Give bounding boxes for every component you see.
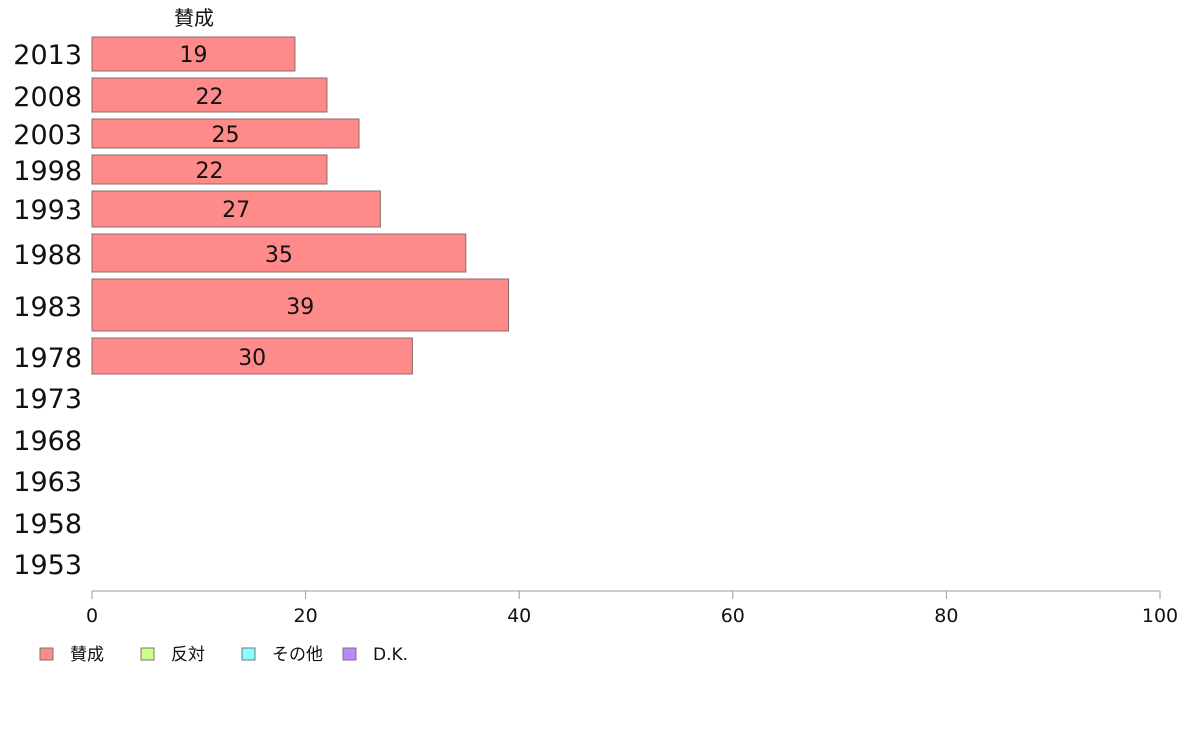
category-label: 1978 (13, 343, 82, 374)
x-tick-label: 20 (294, 605, 318, 627)
bar-segment (91, 77, 328, 113)
bar-segment (91, 278, 510, 332)
legend-swatch (140, 647, 155, 661)
category-label: 1963 (13, 467, 82, 498)
bar-segment (91, 190, 381, 228)
legend-label: D.K. (373, 645, 408, 665)
series-header: 賛成 (174, 6, 214, 30)
x-tick-label: 0 (86, 605, 98, 627)
category-label: 2003 (13, 120, 82, 151)
category-label: 1973 (13, 384, 82, 415)
x-tick-label: 100 (1142, 605, 1178, 627)
x-tick-label: 80 (934, 605, 958, 627)
legend-swatch (39, 647, 54, 661)
legend-label: その他 (272, 645, 323, 665)
category-label: 1988 (13, 240, 82, 271)
legend-swatch (241, 647, 256, 661)
bar-segment (91, 337, 413, 375)
category-label: 1968 (13, 426, 82, 457)
bar-segment (91, 118, 360, 149)
data-label: 30 (238, 346, 266, 371)
legend-label: 賛成 (70, 645, 104, 665)
data-label: 19 (179, 43, 207, 68)
data-label: 39 (286, 295, 314, 320)
category-label: 1998 (13, 156, 82, 187)
data-label: 22 (195, 159, 223, 184)
bar-segment (91, 36, 296, 72)
category-label: 2013 (13, 40, 82, 71)
category-label: 1958 (13, 509, 82, 540)
legend-label: 反対 (171, 645, 205, 665)
bar-segment (91, 233, 467, 273)
legend-swatch (342, 647, 357, 661)
data-label: 27 (222, 198, 250, 223)
data-label: 22 (195, 85, 223, 110)
bar-segment (91, 154, 328, 185)
category-label: 1983 (13, 292, 82, 323)
category-label: 2008 (13, 82, 82, 113)
x-tick-label: 40 (507, 605, 531, 627)
category-label: 1953 (13, 550, 82, 581)
x-tick-label: 60 (721, 605, 745, 627)
data-label: 35 (265, 243, 293, 268)
category-label: 1993 (13, 195, 82, 226)
data-label: 25 (212, 123, 240, 148)
